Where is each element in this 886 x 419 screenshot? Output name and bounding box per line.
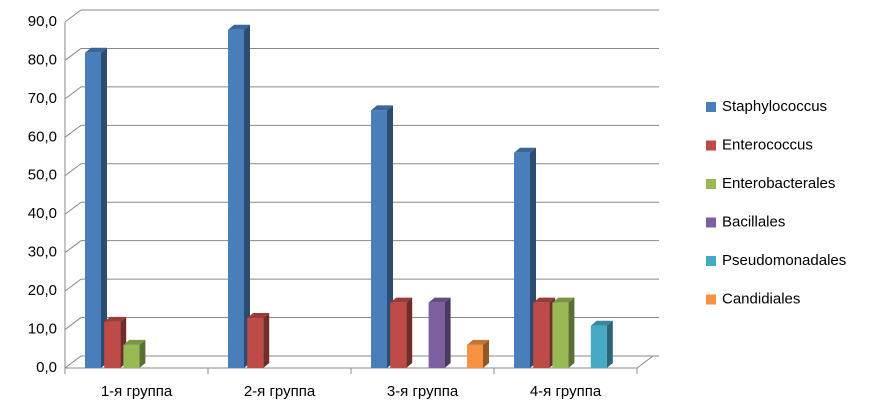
legend-label: Candidiales: [722, 290, 800, 307]
legend-label: Bacillales: [722, 213, 785, 230]
legend-swatch: [706, 102, 716, 112]
grid-line: [64, 9, 82, 23]
y-tick-label: 70,0: [28, 90, 57, 107]
bar-top: [104, 316, 127, 322]
grid-line: [64, 317, 82, 330]
bar-top: [123, 339, 146, 345]
bar-top: [390, 297, 413, 303]
bar-side: [606, 320, 613, 368]
bar-front: [123, 344, 140, 368]
grid-line: [64, 201, 82, 215]
y-tick-label: 50,0: [28, 167, 57, 184]
bar-top: [247, 313, 270, 319]
floor-edge: [636, 355, 654, 369]
bar: [552, 297, 575, 368]
bar-side: [139, 339, 146, 368]
bar-top: [428, 297, 451, 303]
y-tick-label: 30,0: [28, 244, 57, 261]
bar-top: [467, 339, 489, 345]
bar: [467, 339, 489, 368]
bar-top: [590, 320, 613, 326]
bar-front: [390, 302, 407, 368]
bar-side: [244, 24, 250, 368]
grid-line: [64, 124, 82, 138]
grid-line: [64, 86, 82, 100]
bar-front: [590, 325, 607, 368]
legend-label: Pseudomonadales: [722, 252, 846, 269]
grid-line: [64, 278, 82, 292]
grid-line: [64, 355, 82, 369]
bar: [428, 297, 451, 368]
grid-line: [64, 163, 82, 177]
bar: [390, 297, 413, 368]
bar-top: [371, 105, 393, 111]
bar-front: [514, 152, 530, 368]
bar-front: [428, 302, 445, 368]
y-tick-label: 10,0: [28, 321, 57, 338]
x-tick-label: 3-я группа: [387, 383, 459, 400]
bar: [228, 24, 250, 368]
bar-side: [444, 297, 451, 368]
legend-swatch: [706, 256, 716, 266]
bar-front: [228, 29, 244, 368]
bar-front: [552, 302, 569, 368]
bar-top: [552, 297, 575, 303]
bar-front: [85, 52, 101, 368]
grid-line: [64, 240, 82, 254]
bar: [85, 47, 107, 368]
bar-side: [406, 297, 413, 368]
legend-swatch: [706, 140, 716, 151]
x-tick-label: 2-я группа: [244, 383, 316, 400]
legend-swatch: [706, 179, 716, 189]
bar-side: [263, 313, 270, 368]
legend-label: Enterococcus: [722, 136, 813, 153]
bar-top: [533, 297, 556, 303]
y-tick-label: 90,0: [28, 13, 57, 30]
bar: [371, 105, 393, 368]
bar-top: [514, 147, 536, 153]
bar-side: [483, 339, 489, 368]
y-tick-label: 80,0: [28, 51, 57, 68]
bar-side: [101, 47, 107, 368]
y-tick-label: 0,0: [36, 359, 57, 376]
bar-side: [568, 297, 575, 368]
bar-front: [247, 318, 264, 368]
bar: [514, 147, 536, 368]
bar: [247, 313, 270, 368]
bar-front: [467, 344, 483, 368]
bar-front: [104, 321, 121, 368]
bar: [590, 320, 613, 368]
legend-label: Enterobacterales: [722, 175, 835, 192]
x-tick-label: 4-я группа: [530, 383, 602, 400]
bar-front: [533, 302, 550, 368]
y-tick-label: 60,0: [28, 128, 57, 145]
bar: [533, 297, 556, 368]
legend-label: Staphylococcus: [722, 98, 827, 115]
y-tick-label: 40,0: [28, 205, 57, 222]
x-tick-label: 1-я группа: [101, 383, 173, 400]
legend-swatch: [706, 217, 716, 228]
bar: [104, 316, 127, 368]
bar-front: [371, 110, 387, 368]
bar: [123, 339, 146, 368]
grid-line: [64, 48, 82, 61]
legend-swatch: [706, 294, 716, 305]
bar-top: [85, 47, 107, 53]
y-tick-label: 20,0: [28, 282, 57, 299]
bar-top: [228, 24, 250, 30]
